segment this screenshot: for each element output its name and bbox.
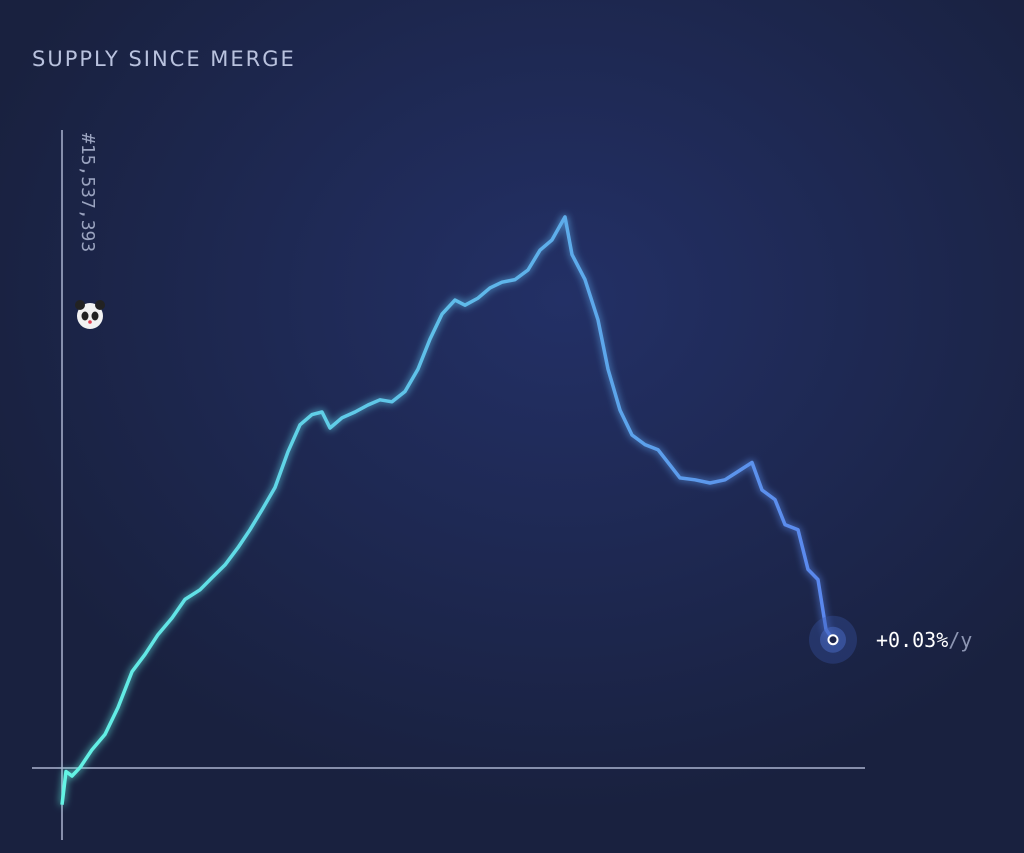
end-unit: /y [948,628,972,652]
chart-title: SUPPLY SINCE MERGE [32,47,296,71]
supply-line [60,215,835,805]
end-value: +0.03% [876,628,948,652]
end-label: +0.03%/y [876,628,972,652]
end-point [827,634,839,646]
panda-icon [75,300,105,329]
block-number: #15,537,393 [77,133,98,252]
